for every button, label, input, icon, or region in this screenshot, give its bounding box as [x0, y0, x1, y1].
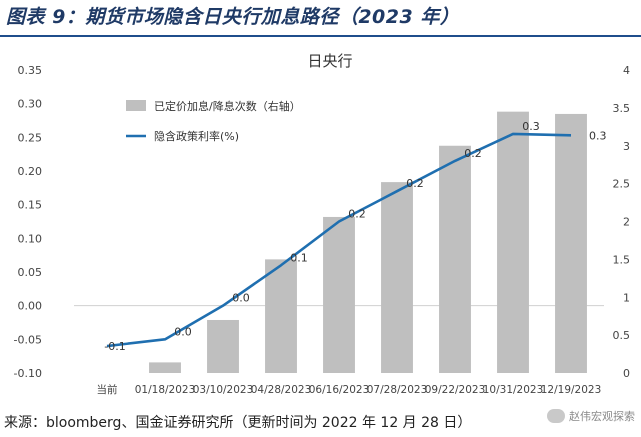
right-tick-label: 2.5 [613, 178, 631, 191]
x-tick-label: 12/19/2023 [541, 384, 602, 396]
line-data-labels: -0.1 0.0 0.0 0.1 0.2 0.2 0.2 0.3 0.3 [104, 120, 606, 353]
left-tick-label: 0.00 [18, 300, 43, 313]
chart: 日央行 -0.10-0.050.000.050.100.150.200.250.… [14, 52, 631, 396]
x-tick-label: 04/28/2023 [251, 384, 312, 396]
bar-series [149, 111, 587, 373]
left-tick-label: 0.05 [18, 266, 43, 279]
bar [439, 145, 471, 373]
line-data-label: 0.3 [522, 120, 540, 133]
bar [555, 113, 587, 373]
chart-title: 日央行 [307, 52, 352, 70]
title-divider [0, 35, 641, 37]
right-tick-label: 1 [623, 291, 630, 304]
left-tick-label: 0.30 [18, 98, 43, 111]
line-data-label: -0.1 [104, 340, 125, 353]
figure-title: 图表 9：期货市场隐含日央行加息路径（2023 年） [6, 6, 460, 28]
x-tick-label: 当前 [97, 383, 118, 396]
bar [207, 319, 239, 373]
line-data-label: 0.1 [290, 251, 308, 264]
legend: 已定价加息/降息次数（右轴） 隐含政策利率(%) [126, 99, 301, 143]
wechat-icon [547, 409, 565, 423]
right-tick-label: 3 [623, 140, 630, 153]
line-data-label: 0.0 [174, 325, 192, 338]
bar [323, 216, 355, 373]
right-tick-label: 3.5 [613, 102, 631, 115]
right-tick-label: 4 [623, 64, 630, 77]
left-tick-label: 0.15 [18, 199, 43, 212]
bar [149, 362, 181, 373]
bar [265, 259, 297, 373]
left-tick-label: 0.25 [18, 131, 43, 144]
x-axis-labels: 当前 01/18/202303/10/202304/28/202306/16/20… [97, 383, 602, 396]
x-tick-label: 07/28/2023 [367, 384, 428, 396]
left-tick-label: 0.20 [18, 165, 43, 178]
x-tick-label: 06/16/2023 [309, 384, 370, 396]
line-data-label: 0.3 [589, 129, 607, 142]
x-tick-label: 10/31/2023 [483, 384, 544, 396]
right-axis: 0 0.5 1 1.5 2 2.5 3 3.5 4 [613, 64, 631, 380]
line-data-label: 0.0 [232, 292, 250, 305]
line-series [106, 132, 572, 348]
left-tick-label: 0.10 [18, 232, 43, 245]
legend-line-label: 隐含政策利率(%) [154, 129, 239, 143]
legend-bar-label: 已定价加息/降息次数（右轴） [154, 99, 301, 113]
x-tick-label: 03/10/2023 [193, 384, 254, 396]
right-tick-label: 0 [623, 367, 630, 380]
right-tick-label: 2 [623, 216, 630, 229]
line-data-label: 0.2 [348, 208, 366, 221]
x-tick-label: 09/22/2023 [425, 384, 486, 396]
source-note: 来源：bloomberg、国金证券研究所（更新时间为 2022 年 12 月 2… [4, 415, 472, 431]
legend-bar-swatch [126, 100, 146, 111]
line-data-label: 0.2 [406, 177, 424, 190]
x-tick-label: 01/18/2023 [135, 384, 196, 396]
left-tick-label: -0.05 [14, 333, 42, 346]
line-data-label: 0.2 [464, 147, 482, 160]
right-tick-label: 1.5 [613, 253, 631, 266]
watermark: 赵伟宏观探索 [547, 408, 635, 424]
bar [381, 182, 413, 373]
line-path [106, 132, 572, 348]
bar [497, 111, 529, 373]
left-tick-label: 0.35 [18, 64, 43, 77]
left-tick-label: -0.10 [14, 367, 42, 380]
right-tick-label: 0.5 [613, 329, 631, 342]
watermark-text: 赵伟宏观探索 [569, 410, 635, 423]
